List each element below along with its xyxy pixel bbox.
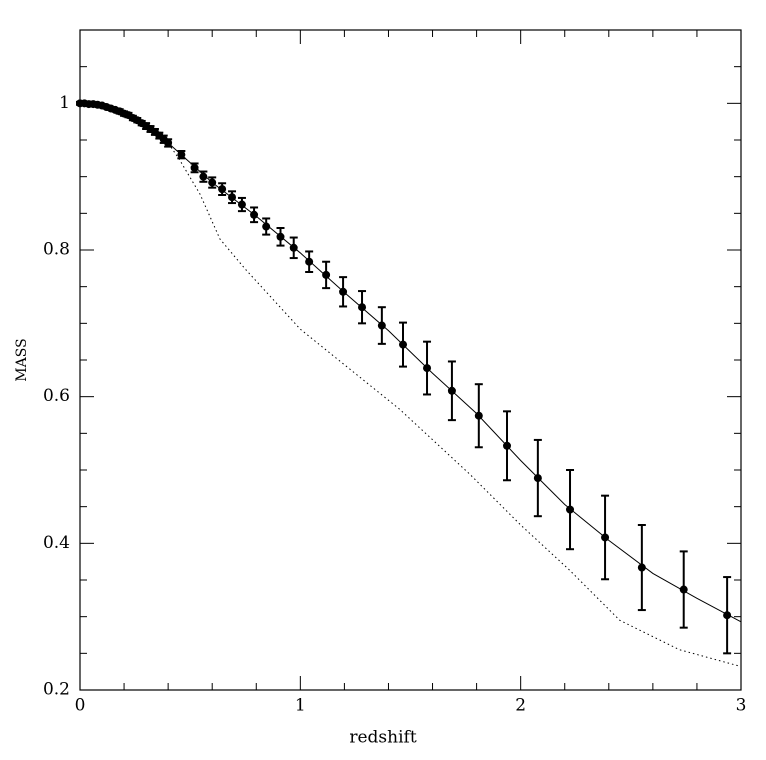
x-tick-label: 3 [736, 696, 747, 716]
data-point [190, 163, 199, 172]
data-point [262, 222, 271, 231]
y-tick-label: 0.6 [43, 386, 70, 406]
x-tick-label: 1 [295, 696, 306, 716]
data-point [199, 172, 208, 181]
x-tick-label: 0 [75, 696, 86, 716]
data-point [305, 257, 314, 266]
y-tick-label: 0.8 [43, 240, 70, 260]
data-point [322, 270, 331, 279]
x-tick-label: 2 [515, 696, 526, 716]
dotted-line [79, 102, 742, 668]
data-point [637, 563, 646, 572]
y-axis-label: MASS [14, 338, 30, 381]
x-axis-label: redshift [349, 728, 416, 748]
model-line [79, 102, 742, 623]
y-tick-label: 0.2 [43, 680, 70, 700]
y-tick-label: 0.4 [43, 533, 70, 553]
y-tick-label: 1 [59, 93, 70, 113]
